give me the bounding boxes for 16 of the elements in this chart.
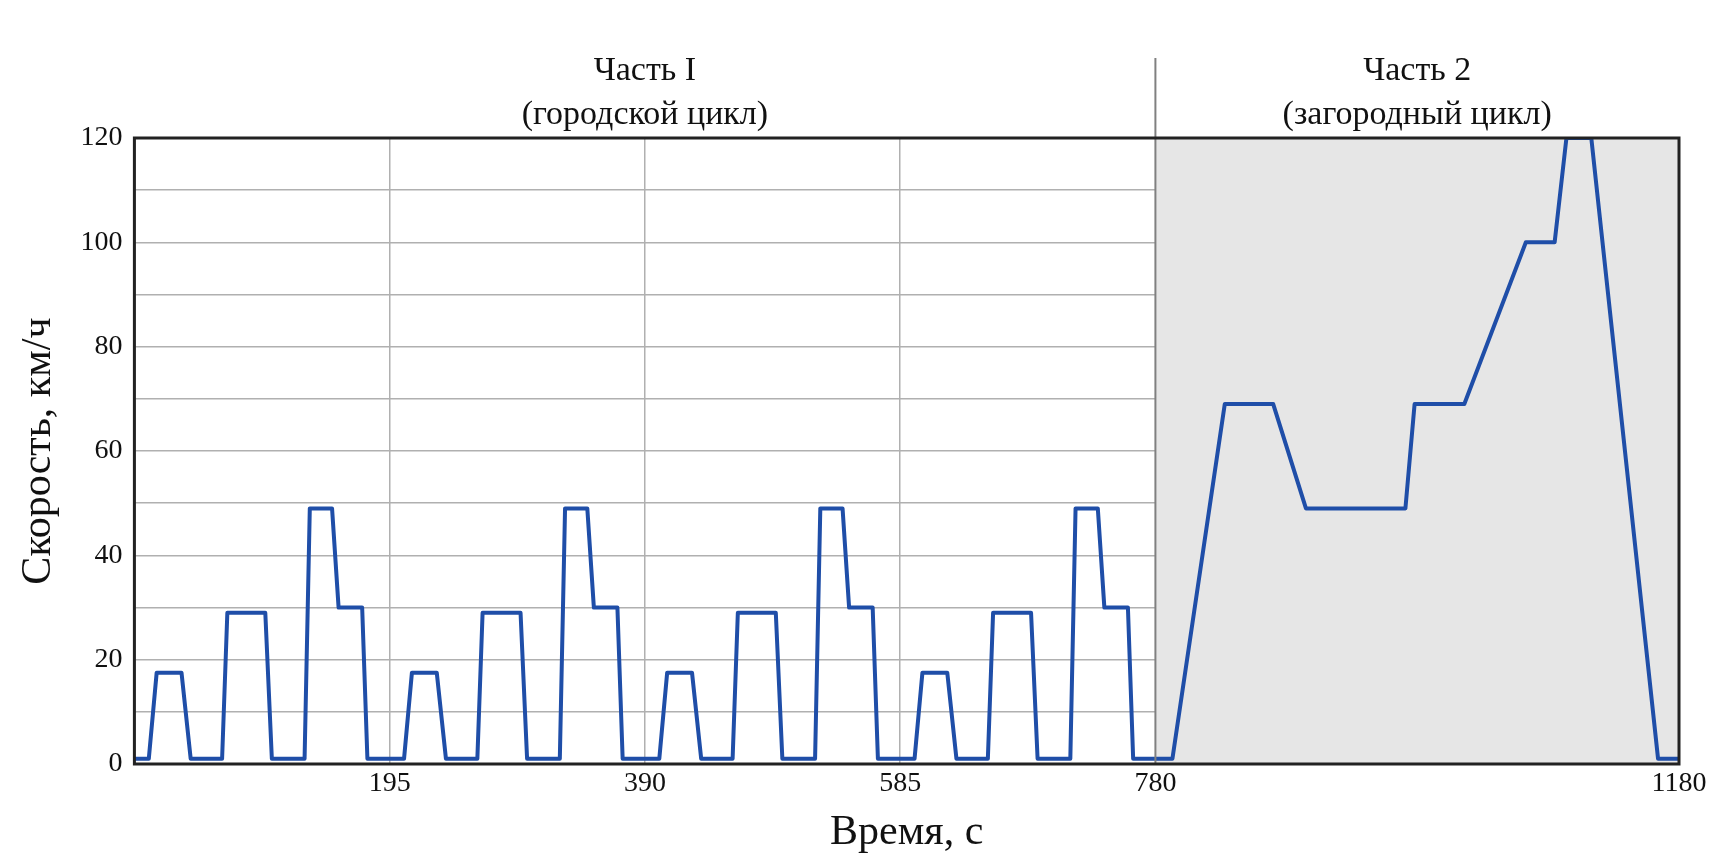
y-tick-label: 40 — [94, 537, 123, 569]
x-axis-title: Время, с — [830, 806, 984, 853]
x-tick-label: 195 — [368, 766, 411, 798]
x-tick-label: 585 — [879, 766, 922, 798]
y-tick-label: 100 — [80, 224, 123, 256]
text: Часть I (городской цикл) — [521, 50, 769, 132]
y-tick-label: 80 — [94, 329, 123, 361]
x-tick-label: 1180 — [1651, 766, 1707, 798]
x-tick-label: 780 — [1134, 766, 1177, 798]
y-tick-label: 60 — [94, 433, 123, 465]
y-axis-title: Скорость, км/ч — [13, 317, 60, 585]
x-tick-label: 390 — [623, 766, 666, 798]
band-label: Часть 2 (загородный цикл) — [1282, 50, 1552, 132]
y-tick-label: 20 — [94, 642, 123, 674]
y-tick-label: 0 — [108, 746, 123, 778]
y-tick-label: 120 — [80, 120, 123, 152]
